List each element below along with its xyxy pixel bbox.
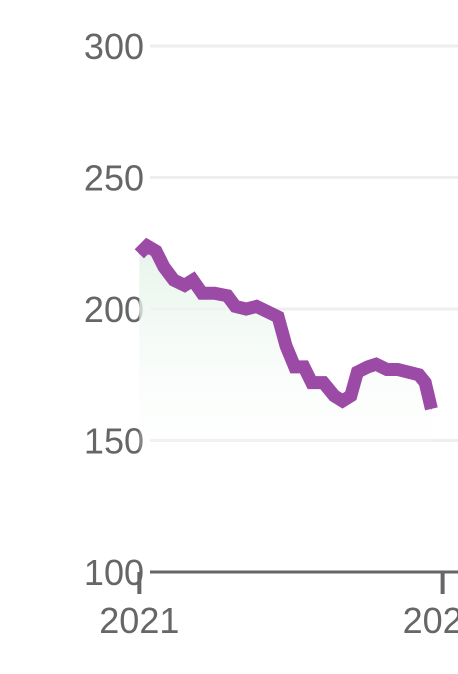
data-point (397, 369, 399, 370)
data-point (350, 395, 352, 397)
data-point (430, 408, 432, 410)
data-point (285, 345, 287, 347)
data-point (138, 253, 140, 255)
data-point (303, 366, 305, 368)
y-tick-label: 300 (84, 26, 144, 67)
x-axis-ticks: 2021 2023 (99, 572, 458, 641)
y-tick-label: 250 (84, 158, 144, 199)
series-line (134, 237, 438, 411)
data-point (418, 374, 420, 376)
y-axis-ticks: 100 150 200 250 300 (84, 26, 144, 593)
x-tick-label: 2021 (99, 600, 179, 641)
data-point (311, 382, 313, 384)
data-point (192, 279, 194, 281)
data-point (367, 366, 369, 368)
data-point (424, 382, 426, 384)
area-fill (139, 245, 432, 494)
data-point (173, 279, 175, 281)
data-point (155, 250, 157, 252)
x-tick-label: 2023 (403, 600, 458, 641)
data-point (163, 266, 165, 268)
data-point (226, 295, 228, 297)
data-point (342, 400, 343, 402)
data-point (214, 292, 215, 294)
data-point (375, 363, 377, 365)
data-point (234, 305, 236, 307)
data-point (266, 311, 268, 313)
data-point (294, 366, 296, 368)
data-point (333, 395, 335, 397)
y-tick-label: 200 (84, 289, 144, 330)
y-tick-label: 150 (84, 421, 144, 462)
data-point (277, 316, 279, 318)
y-tick-label: 100 (84, 552, 144, 593)
data-point (201, 292, 203, 294)
data-point (407, 371, 409, 373)
data-point (146, 245, 148, 247)
series-points (138, 245, 432, 410)
data-point (245, 308, 247, 310)
data-point (356, 371, 358, 373)
data-point (256, 305, 257, 307)
data-point (322, 382, 324, 384)
data-point (184, 284, 186, 286)
data-point (386, 369, 388, 370)
